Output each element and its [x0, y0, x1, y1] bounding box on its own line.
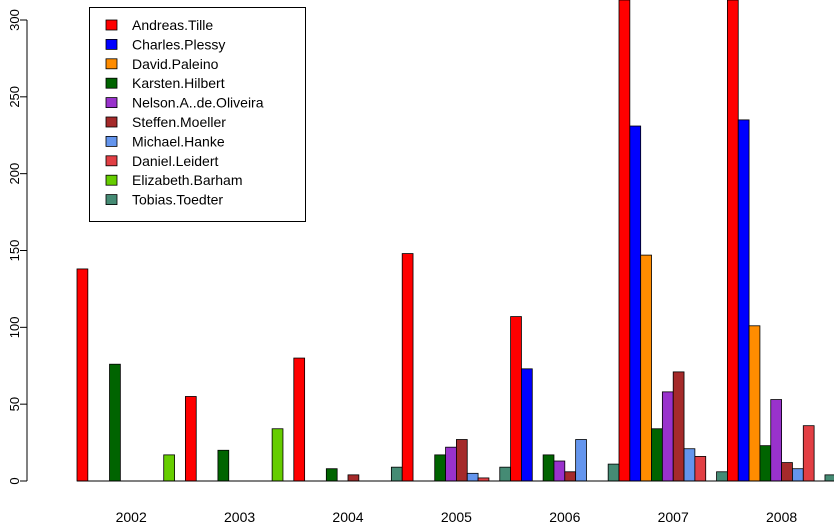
bar-2006-steffen-moeller	[564, 471, 577, 482]
y-tick-label: 50	[7, 397, 22, 411]
bar-2008-michael-hanke	[792, 468, 804, 482]
bar-2008-tobias-toedter	[824, 474, 834, 482]
bar-2006-karsten-hilbert	[542, 454, 555, 482]
bar-2004-tobias-toedter	[390, 466, 403, 482]
bar-2004-andreas-tille	[293, 357, 306, 482]
bar-2006-andreas-tille	[510, 316, 522, 482]
bar-2007-andreas-tille	[618, 0, 631, 482]
y-tick-label: 300	[7, 9, 22, 31]
legend-label: David.Paleino	[132, 56, 219, 72]
legend-label: Karsten.Hilbert	[132, 75, 225, 91]
bar-2005-tobias-toedter	[499, 466, 512, 482]
bar-2008-charles-plessy	[737, 119, 750, 482]
bar-2002-elizabeth-barham	[163, 454, 175, 482]
x-category-label: 2008	[766, 509, 797, 523]
bar-2008-nelson-a--de-oliveira	[770, 399, 783, 482]
x-category-label: 2003	[224, 509, 255, 523]
legend-swatch	[105, 39, 118, 50]
bar-2005-steffen-moeller	[455, 439, 468, 482]
bar-2003-karsten-hilbert	[217, 449, 230, 482]
bar-2006-charles-plessy	[521, 368, 533, 482]
legend-swatch	[105, 58, 118, 70]
bar-2007-charles-plessy	[629, 125, 642, 482]
bar-2008-andreas-tille	[727, 0, 739, 482]
bar-2006-michael-hanke	[575, 439, 587, 482]
bar-2007-tobias-toedter	[716, 471, 728, 482]
y-tick-label: 200	[7, 163, 22, 185]
bar-2007-david-paleino	[640, 254, 652, 482]
bar-2007-daniel-leidert	[694, 456, 707, 482]
bar-2003-andreas-tille	[184, 396, 197, 482]
legend-swatch	[105, 174, 118, 186]
x-category-label: 2004	[332, 509, 363, 523]
legend-swatch	[105, 19, 118, 31]
legend-swatch	[105, 135, 118, 147]
legend-label: Daniel.Leidert	[132, 153, 218, 169]
bars	[76, 0, 834, 482]
y-axis: 0 50 100 150 200 250 300	[7, 9, 28, 485]
bar-2007-nelson-a--de-oliveira	[661, 391, 674, 482]
bar-2007-karsten-hilbert	[651, 428, 663, 482]
bar-2008-karsten-hilbert	[759, 445, 772, 482]
bar-2005-karsten-hilbert	[434, 454, 446, 482]
bar-2005-nelson-a--de-oliveira	[445, 446, 457, 482]
bar-2008-steffen-moeller	[781, 462, 793, 482]
legend-swatch	[105, 97, 118, 108]
y-tick-label: 0	[7, 477, 22, 484]
legend-label: Michael.Hanke	[132, 133, 225, 149]
y-tick-label: 100	[7, 316, 22, 338]
legend-label: Tobias.Toedter	[132, 192, 223, 208]
bar-2003-elizabeth-barham	[271, 428, 284, 482]
y-tick-label: 250	[7, 86, 22, 108]
legend-label: Nelson.A..de.Oliveira	[132, 95, 264, 111]
y-tick-label: 150	[7, 240, 22, 262]
x-category-label: 2007	[658, 509, 689, 523]
legend-label: Steffen.Moeller	[132, 114, 226, 130]
legend-label: Charles.Plessy	[132, 36, 225, 52]
bar-2005-michael-hanke	[466, 472, 479, 482]
legend-swatch	[105, 194, 118, 206]
bar-2002-karsten-hilbert	[109, 363, 121, 482]
bar-2007-steffen-moeller	[672, 371, 685, 482]
x-axis-labels: 2002 2003 2004 2005 2006 2007 2008	[116, 509, 798, 523]
bar-2006-tobias-toedter	[607, 463, 620, 482]
legend-box	[89, 7, 306, 222]
bar-2008-david-paleino	[748, 325, 761, 482]
x-category-label: 2006	[549, 509, 580, 523]
x-category-label: 2005	[441, 509, 472, 523]
legend-swatch	[105, 77, 118, 89]
legend-label: Elizabeth.Barham	[132, 172, 243, 188]
bar-2005-andreas-tille	[401, 253, 414, 482]
legend-label: Andreas.Tille	[132, 17, 213, 33]
bar-2004-steffen-moeller	[347, 474, 360, 482]
legend-swatch	[105, 155, 118, 167]
bar-2007-michael-hanke	[683, 448, 696, 482]
bar-2004-karsten-hilbert	[325, 468, 338, 482]
x-category-label: 2002	[116, 509, 147, 523]
legend: Andreas.Tille Charles.Plessy David.Paleino…	[89, 7, 306, 222]
bar-2008-daniel-leidert	[802, 425, 815, 482]
bar-2006-nelson-a--de-oliveira	[553, 460, 566, 482]
legend-swatch	[105, 116, 118, 128]
bar-2002-andreas-tille	[76, 268, 89, 482]
